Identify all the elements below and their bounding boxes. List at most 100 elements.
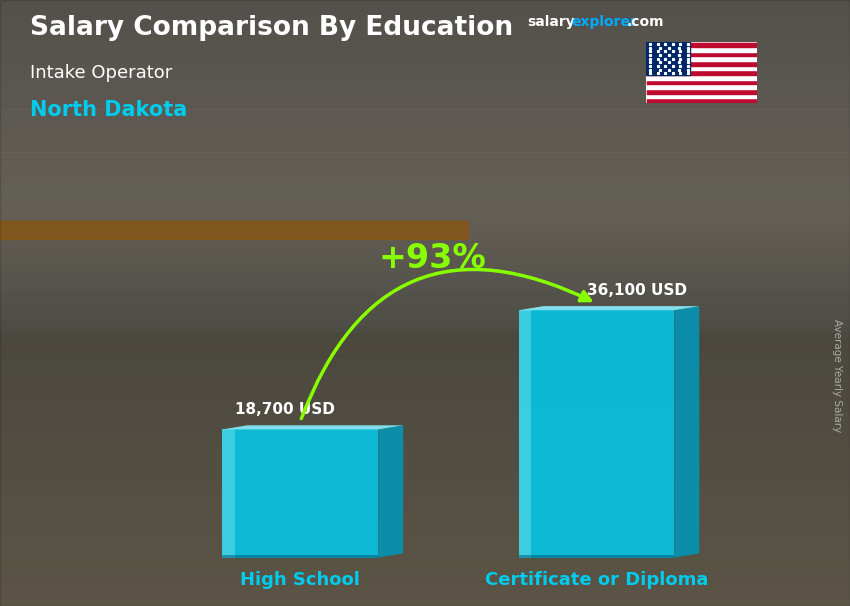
Bar bbox=[0, 24, 850, 30]
Bar bbox=[0, 400, 850, 406]
Bar bbox=[0, 503, 850, 509]
Bar bbox=[223, 430, 378, 558]
Bar bbox=[0, 67, 850, 73]
Bar bbox=[0, 30, 850, 36]
Bar bbox=[0, 145, 850, 152]
Bar bbox=[0, 194, 850, 200]
Bar bbox=[646, 80, 756, 84]
Bar bbox=[0, 515, 850, 521]
Bar bbox=[0, 218, 850, 224]
Text: Intake Operator: Intake Operator bbox=[30, 64, 172, 82]
Bar bbox=[646, 42, 690, 75]
Bar bbox=[0, 61, 850, 67]
Text: 18,700 USD: 18,700 USD bbox=[235, 402, 335, 417]
Bar bbox=[0, 212, 850, 218]
Bar bbox=[0, 442, 850, 448]
Bar bbox=[0, 582, 850, 588]
Bar bbox=[0, 370, 850, 376]
Bar bbox=[0, 221, 468, 239]
Text: Average Yearly Salary: Average Yearly Salary bbox=[832, 319, 842, 432]
Bar bbox=[0, 351, 850, 358]
Bar bbox=[0, 0, 850, 6]
Bar bbox=[0, 297, 850, 303]
Bar bbox=[0, 424, 850, 430]
Bar bbox=[0, 285, 850, 291]
Bar bbox=[0, 430, 850, 436]
Bar bbox=[646, 47, 756, 52]
Bar bbox=[0, 242, 850, 248]
Bar bbox=[0, 394, 850, 400]
Bar bbox=[0, 42, 850, 48]
Polygon shape bbox=[223, 425, 403, 430]
Bar bbox=[0, 564, 850, 570]
Bar bbox=[646, 94, 756, 98]
Bar bbox=[0, 133, 850, 139]
Bar bbox=[0, 545, 850, 551]
Bar bbox=[223, 556, 378, 558]
Bar bbox=[0, 158, 850, 164]
Bar bbox=[0, 339, 850, 345]
Bar bbox=[0, 279, 850, 285]
Text: salary: salary bbox=[527, 15, 575, 29]
Bar bbox=[0, 461, 850, 467]
Bar bbox=[0, 521, 850, 527]
Bar bbox=[646, 84, 756, 89]
Bar bbox=[0, 55, 850, 61]
Bar bbox=[0, 48, 850, 55]
Text: .com: .com bbox=[626, 15, 664, 29]
Bar bbox=[646, 61, 756, 65]
Bar bbox=[0, 497, 850, 503]
Bar bbox=[0, 436, 850, 442]
Bar bbox=[0, 376, 850, 382]
Bar bbox=[0, 485, 850, 491]
Bar bbox=[646, 98, 756, 103]
Bar bbox=[223, 430, 235, 558]
Bar bbox=[0, 358, 850, 364]
Bar bbox=[0, 558, 850, 564]
Bar bbox=[0, 273, 850, 279]
Bar bbox=[646, 70, 756, 75]
Bar bbox=[0, 551, 850, 558]
Bar bbox=[0, 467, 850, 473]
Polygon shape bbox=[378, 425, 403, 558]
Bar bbox=[0, 152, 850, 158]
Bar bbox=[0, 448, 850, 454]
Bar bbox=[0, 115, 850, 121]
Bar bbox=[0, 261, 850, 267]
Bar bbox=[0, 79, 850, 85]
Bar bbox=[0, 594, 850, 600]
Bar bbox=[0, 491, 850, 497]
Text: +93%: +93% bbox=[379, 242, 487, 275]
Text: explorer: explorer bbox=[571, 15, 638, 29]
Bar bbox=[0, 91, 850, 97]
Bar bbox=[0, 97, 850, 103]
Bar bbox=[0, 255, 850, 261]
Bar bbox=[0, 85, 850, 91]
Bar bbox=[0, 18, 850, 24]
Bar bbox=[0, 321, 850, 327]
Bar bbox=[0, 388, 850, 394]
Bar bbox=[0, 600, 850, 606]
Bar bbox=[0, 182, 850, 188]
Bar bbox=[646, 56, 756, 61]
Bar bbox=[0, 333, 850, 339]
Text: 36,100 USD: 36,100 USD bbox=[587, 283, 687, 298]
Bar bbox=[0, 412, 850, 418]
Bar bbox=[0, 188, 850, 194]
Bar bbox=[0, 206, 850, 212]
Bar bbox=[0, 103, 850, 109]
Bar bbox=[646, 75, 756, 80]
Text: Salary Comparison By Education: Salary Comparison By Education bbox=[30, 15, 513, 41]
Bar bbox=[0, 164, 850, 170]
Bar bbox=[646, 89, 756, 94]
Bar bbox=[0, 121, 850, 127]
Bar bbox=[0, 509, 850, 515]
Bar bbox=[0, 291, 850, 297]
Bar bbox=[0, 382, 850, 388]
Text: North Dakota: North Dakota bbox=[30, 100, 187, 120]
Bar bbox=[0, 224, 850, 230]
Bar bbox=[646, 65, 756, 70]
Bar bbox=[0, 176, 850, 182]
Bar bbox=[0, 406, 850, 412]
Bar bbox=[0, 12, 850, 18]
